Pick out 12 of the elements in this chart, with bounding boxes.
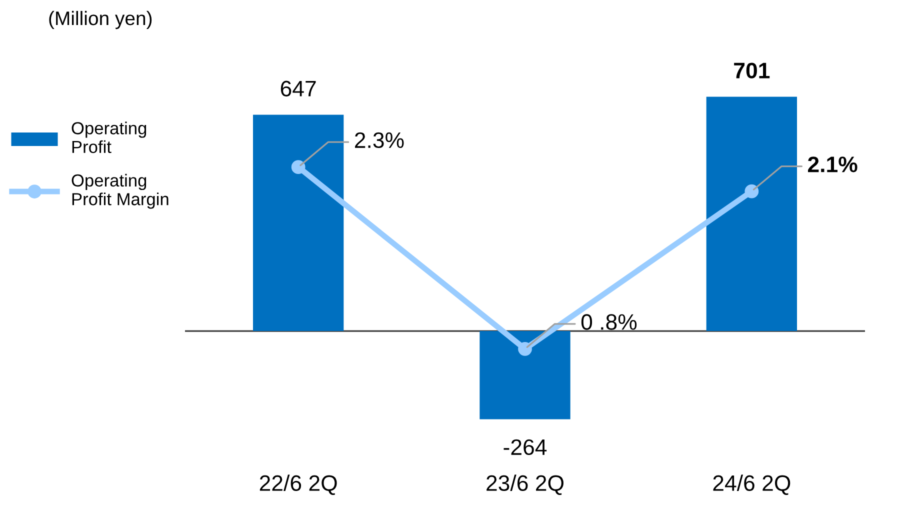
- y-axis-title: (Million yen): [49, 10, 152, 30]
- legend-label: Operating Profit: [72, 122, 146, 154]
- legend-label: Operating Profit Margin: [72, 174, 168, 209]
- data-label: 647: [280, 80, 316, 96]
- data-label: -264: [504, 439, 547, 456]
- x-tick-label: 23/6 2Q: [486, 474, 564, 495]
- x-tick-label: 24/6 2Q: [713, 474, 790, 495]
- data-label: 701: [734, 62, 770, 78]
- data-label: 2.1%: [808, 156, 858, 172]
- x-tick-label: 22/6 2Q: [260, 474, 337, 495]
- data-label: 0 .8%: [581, 314, 637, 330]
- data-label: 2.3%: [355, 132, 404, 148]
